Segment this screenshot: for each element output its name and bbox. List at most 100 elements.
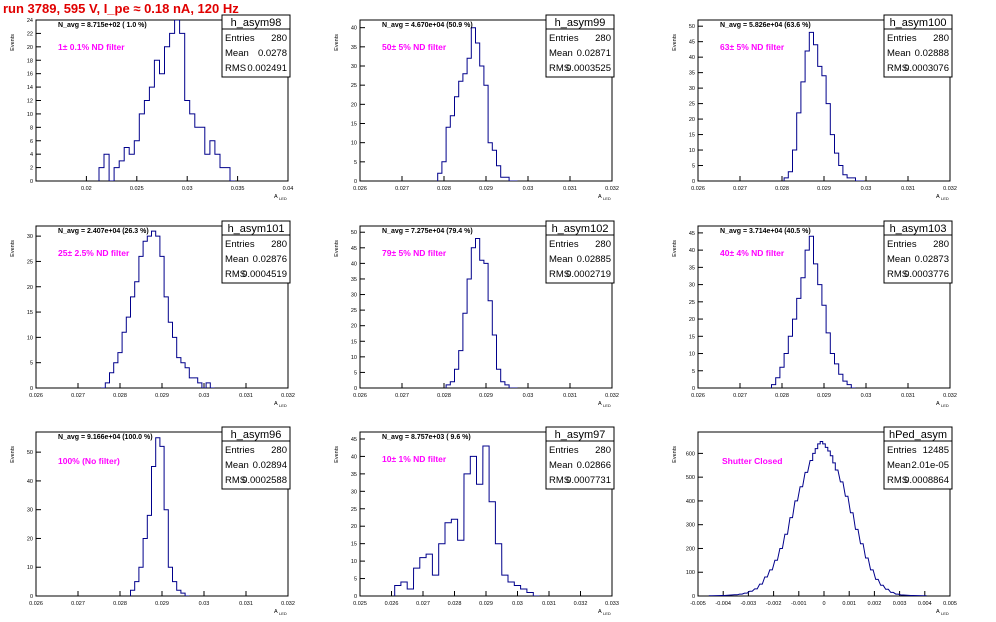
x-tick-label: 0.03	[512, 601, 523, 607]
y-tick-label: 15	[351, 339, 357, 345]
stats-value: 0.02876	[253, 254, 287, 265]
x-tick-label: 0.025	[353, 601, 367, 607]
x-tick-label: 0.026	[29, 393, 43, 399]
y-tick-label: 30	[351, 293, 357, 299]
y-tick-label: 40	[27, 479, 33, 485]
histogram-line	[783, 31, 864, 181]
y-tick-label: 25	[351, 308, 357, 314]
stats-label: Entries	[225, 239, 255, 250]
navg-label: N_avg = 9.166e+04 (100.0 %)	[58, 434, 153, 441]
y-tick-label: 0	[354, 594, 357, 600]
y-tick-label: 50	[351, 230, 357, 236]
x-tick-label: 0.02	[81, 186, 92, 192]
histogram-name: h_asym99	[555, 17, 606, 29]
stats-label: Mean	[887, 460, 911, 471]
stats-value: 0.02873	[915, 254, 949, 265]
x-axis-label: A	[274, 609, 278, 615]
histogram-name: h_asym101	[228, 223, 285, 235]
stats-box	[221, 220, 291, 284]
stats-box	[221, 14, 291, 78]
y-axis-label: Events	[334, 240, 340, 257]
stats-label: Entries	[549, 33, 579, 44]
stats-label: Mean	[225, 460, 249, 471]
x-axis-label-subscript: LED	[941, 196, 949, 201]
x-tick-label: 0.028	[113, 393, 127, 399]
y-tick-label: 45	[689, 231, 695, 237]
y-tick-label: 100	[686, 570, 695, 576]
y-tick-label: 10	[27, 335, 33, 341]
x-tick-label: 0.03	[199, 393, 210, 399]
x-tick-label: 0.029	[817, 393, 831, 399]
stats-label: Entries	[549, 445, 579, 456]
y-tick-label: 200	[686, 546, 695, 552]
y-tick-label: 25	[689, 300, 695, 306]
x-tick-label: 0.028	[113, 601, 127, 607]
stats-label: Entries	[887, 445, 917, 456]
y-tick-label: 45	[351, 437, 357, 443]
stats-value: 0.0003776	[904, 269, 949, 280]
y-axis-label: Events	[672, 446, 678, 463]
stats-label: Entries	[887, 239, 917, 250]
filter-annotation: 25± 2.5% ND filter	[58, 248, 130, 258]
y-tick-label: 45	[351, 246, 357, 252]
stats-value: 0.02885	[577, 254, 611, 265]
filter-annotation: 40± 4% ND filter	[720, 248, 785, 258]
filter-annotation: 50± 5% ND filter	[382, 42, 447, 52]
y-tick-label: 35	[351, 45, 357, 51]
x-tick-label: 0.025	[130, 186, 144, 192]
histogram-panel-h_asym96: 0 10 20 30 40 50 0.026 0.027 0.028 0.029 0.03 0.031…	[10, 426, 295, 616]
y-tick-label: 5	[692, 369, 695, 375]
histogram-series	[708, 441, 927, 596]
x-tick-label: -0.004	[715, 601, 731, 607]
navg-label: N_avg = 2.407e+04 (26.3 %)	[58, 228, 149, 235]
stats-value: 280	[933, 33, 949, 44]
x-tick-label: 0.002	[868, 601, 882, 607]
y-tick-label: 25	[351, 507, 357, 513]
y-tick-label: 500	[686, 475, 695, 481]
x-tick-label: 0.03	[861, 186, 872, 192]
stats-label: RMS	[225, 269, 246, 280]
stats-box	[883, 14, 953, 78]
stats-label: Mean	[887, 48, 911, 59]
x-axis-label: A	[936, 401, 940, 407]
x-tick-label: 0.027	[733, 186, 747, 192]
stats-value: 0.002491	[247, 63, 287, 74]
y-tick-label: 0	[30, 179, 33, 185]
y-tick-label: 0	[692, 386, 695, 392]
histogram-line	[708, 441, 927, 596]
navg-label: N_avg = 8.715e+02 ( 1.0 %)	[58, 22, 147, 29]
stats-value: 280	[595, 33, 611, 44]
x-axis-label: A	[598, 401, 602, 407]
stats-value: 0.0008864	[904, 475, 949, 486]
x-tick-label: 0.033	[605, 601, 619, 607]
histogram-line	[771, 235, 856, 388]
histogram-line	[437, 27, 518, 181]
x-tick-label: 0.03	[861, 393, 872, 399]
histogram-line	[445, 238, 518, 388]
x-tick-label: 0.026	[385, 601, 399, 607]
histogram-name: hPed_asym	[889, 429, 947, 441]
y-axis-label: Events	[10, 240, 16, 257]
filter-annotation: 10± 1% ND filter	[382, 454, 447, 464]
stats-label: RMS	[887, 269, 908, 280]
y-tick-label: 35	[351, 277, 357, 283]
y-axis-label: Events	[672, 34, 678, 51]
x-axis-label: A	[598, 609, 602, 615]
stats-label: Entries	[549, 239, 579, 250]
x-axis-label-subscript: LED	[941, 403, 949, 408]
x-tick-label: 0.03	[182, 186, 193, 192]
x-tick-label: 0.032	[943, 186, 957, 192]
y-tick-label: 5	[30, 361, 33, 367]
y-tick-label: 10	[27, 112, 33, 118]
y-axis-label: Events	[10, 446, 16, 463]
y-tick-label: 5	[354, 370, 357, 376]
x-axis-label-subscript: LED	[603, 611, 611, 616]
stats-value: 0.02894	[253, 460, 287, 471]
stats-value: 0.02888	[915, 48, 949, 59]
stats-label: RMS	[549, 63, 570, 74]
y-tick-label: 600	[686, 451, 695, 457]
x-tick-label: 0.027	[416, 601, 430, 607]
x-tick-label: 0.026	[691, 186, 705, 192]
